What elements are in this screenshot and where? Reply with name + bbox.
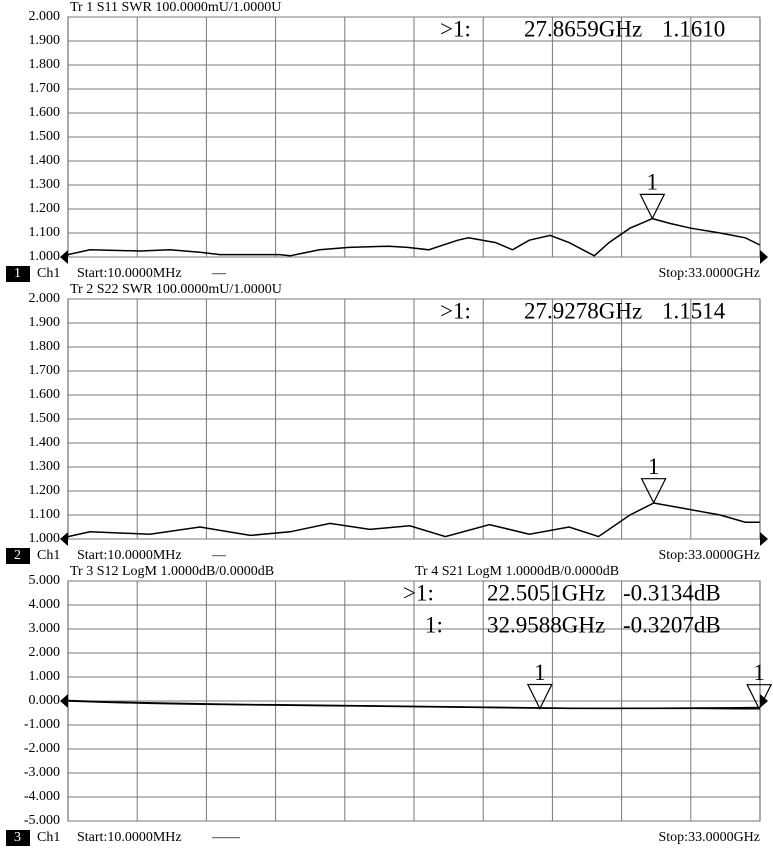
start-frequency: Start:10.0000MHz [77, 830, 182, 845]
y-tick-label: 1.800 [29, 57, 61, 72]
sweep-indicator: —— [211, 830, 241, 845]
trace [67, 699, 760, 710]
y-tick-label: 1.400 [29, 153, 61, 168]
reference-arrow [60, 250, 68, 264]
marker-readout-x: 27.8659GHz [524, 16, 642, 41]
y-tick-label: 1.200 [29, 483, 61, 498]
y-tick-label: 1.100 [29, 507, 61, 522]
y-tick-label: 1.300 [29, 459, 61, 474]
reference-arrow [760, 250, 768, 264]
trace-header: Tr 3 S12 LogM 1.0000dB/0.0000dB [70, 564, 274, 579]
channel-badge [6, 830, 30, 846]
reference-arrow [760, 694, 768, 708]
y-tick-label: 1.300 [29, 177, 61, 192]
marker-readout-id: >1: [440, 16, 471, 41]
reference-arrow [60, 694, 68, 708]
trace-header: Tr 4 S21 LogM 1.0000dB/0.0000dB [415, 564, 619, 579]
stop-frequency: Stop:33.0000GHz [659, 266, 761, 281]
y-tick-label: 1.000 [29, 531, 61, 546]
marker-readout-y: 1.1610 [662, 16, 725, 41]
y-tick-label: -2.000 [24, 741, 60, 756]
marker-label: 1 [753, 660, 765, 685]
y-tick-label: 1.900 [29, 315, 61, 330]
trace-header: Tr 2 S22 SWR 100.0000mU/1.0000U [70, 282, 282, 297]
trace-header: Tr 1 S11 SWR 100.0000mU/1.0000U [70, 0, 281, 15]
y-tick-label: 1.500 [29, 129, 61, 144]
y-tick-label: 2.000 [29, 291, 61, 306]
channel-name: Ch1 [37, 548, 60, 563]
y-tick-label: 1.500 [29, 411, 61, 426]
y-tick-label: 1.100 [29, 225, 61, 240]
y-tick-label: 1.000 [29, 669, 61, 684]
channel-number: 2 [14, 548, 21, 563]
channel-number: 3 [14, 830, 21, 845]
marker-readout-y: 1.1514 [662, 298, 726, 323]
y-tick-label: 3.000 [29, 621, 61, 636]
start-frequency: Start:10.0000MHz [77, 548, 182, 563]
sweep-indicator: — [211, 266, 227, 281]
marker-readout-id: 1: [425, 612, 443, 637]
y-tick-label: 1.000 [29, 249, 61, 264]
marker-readout-x: 27.9278GHz [524, 298, 642, 323]
y-tick-label: 1.700 [29, 81, 61, 96]
trace [67, 502, 760, 538]
y-tick-label: 1.800 [29, 339, 61, 354]
marker [639, 193, 666, 220]
channel-name: Ch1 [37, 266, 60, 281]
y-tick-label: 2.000 [29, 9, 61, 24]
trace [67, 217, 761, 257]
start-frequency: Start:10.0000MHz [77, 266, 182, 281]
marker-readout-id: >1: [440, 298, 471, 323]
y-tick-label: 1.900 [29, 33, 61, 48]
marker-label: 1 [647, 170, 659, 195]
marker-readout-id: >1: [403, 580, 434, 605]
y-tick-label: 1.700 [29, 363, 61, 378]
marker [526, 683, 553, 710]
y-tick-label: 1.400 [29, 435, 61, 450]
sweep-indicator: — [211, 548, 227, 563]
y-tick-label: 1.600 [29, 105, 61, 120]
y-tick-label: -5.000 [24, 813, 60, 828]
marker-label: 1 [648, 454, 660, 479]
marker-readout-y: -0.3207dB [623, 612, 721, 637]
y-tick-label: 5.000 [29, 573, 61, 588]
stop-frequency: Stop:33.0000GHz [659, 548, 761, 563]
marker-readout-x: 32.9588GHz [487, 612, 605, 637]
y-tick-label: -1.000 [24, 717, 60, 732]
channel-badge [6, 266, 30, 282]
channel-name: Ch1 [37, 830, 60, 845]
y-tick-label: 1.600 [29, 387, 61, 402]
marker-readout-x: 22.5051GHz [487, 580, 605, 605]
reference-arrow [60, 532, 68, 546]
y-tick-label: 1.200 [29, 201, 61, 216]
channel-badge [6, 548, 30, 564]
reference-arrow [760, 532, 768, 546]
y-tick-label: -4.000 [24, 789, 60, 804]
y-tick-label: 2.000 [29, 645, 61, 660]
marker-readout-y: -0.3134dB [623, 580, 721, 605]
channel-number: 1 [14, 266, 21, 281]
y-tick-label: 4.000 [29, 597, 61, 612]
marker [746, 684, 773, 711]
marker-label: 1 [534, 660, 546, 685]
y-tick-label: 0.000 [29, 693, 61, 708]
stop-frequency: Stop:33.0000GHz [659, 830, 761, 845]
y-tick-label: -3.000 [24, 765, 60, 780]
marker [640, 478, 667, 505]
